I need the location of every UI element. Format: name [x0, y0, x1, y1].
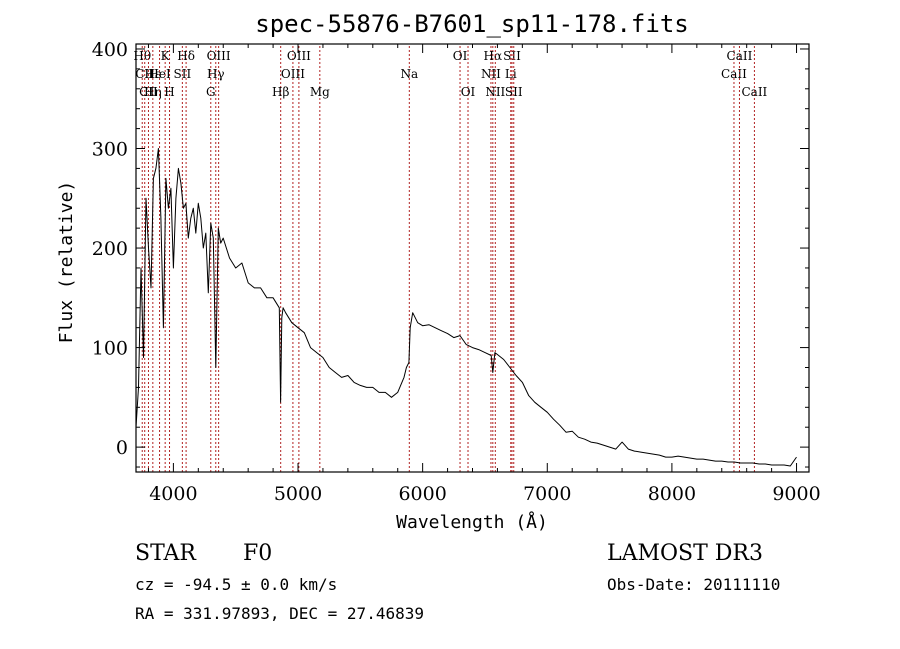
y-tick-label: 0 [116, 437, 128, 459]
x-axis-label: Wavelength (Å) [396, 511, 548, 533]
y-tick-label: 200 [92, 238, 128, 260]
spectral-line-label: Hη [144, 85, 162, 99]
y-tick-label: 100 [92, 338, 128, 360]
spectral-line-label: Hγ [207, 67, 225, 81]
series-flux-line [135, 148, 797, 467]
x-tick-label: 5000 [274, 483, 322, 505]
series-layer [135, 148, 797, 467]
observation-date: Obs-Date: 20111110 [607, 575, 780, 594]
object-subclass: F0 [243, 541, 272, 566]
x-tick-label: 6000 [398, 483, 446, 505]
spectral-line-label: G [206, 85, 216, 99]
x-tick-label: 7000 [523, 483, 571, 505]
axis-layer: 4000 5000 6000 7000 8000 9000 0 100 200 300 400 [92, 39, 821, 505]
spectral-line-label: Hθ [133, 49, 151, 63]
y-tick-label: 400 [92, 39, 128, 61]
line-marker-layer: HθCIICIIHεHηHeIKHSIIHδGHγOIIIHβOIIIOIIIM… [133, 46, 768, 472]
spectral-line-label: SII [503, 49, 521, 63]
spectral-line-label: H [164, 85, 174, 99]
spectral-line-label: OIII [281, 67, 305, 81]
spectral-line-label: OI [453, 49, 468, 63]
y-tick-label: 300 [92, 139, 128, 161]
spectral-line-label: Hα [484, 49, 503, 63]
object-class: STAR [135, 541, 197, 566]
x-tick-label: 4000 [149, 483, 197, 505]
redshift-readout: cz = -94.5 ± 0.0 km/s [135, 575, 337, 594]
spectral-line-label: Hδ [177, 49, 195, 63]
chart-title: spec-55876-B7601_sp11-178.fits [255, 10, 688, 38]
x-tick-label: 8000 [648, 483, 696, 505]
coordinates-readout: RA = 331.97893, DEC = 27.46839 [135, 604, 424, 623]
x-tick-label: 9000 [772, 483, 820, 505]
spectral-line-label: K [161, 49, 171, 63]
spectral-line-label: CII [135, 67, 154, 81]
spectral-line-label: SII [505, 85, 523, 99]
spectral-line-label: OI [461, 85, 476, 99]
plot-frame [135, 43, 810, 473]
spectral-line-label: Na [400, 67, 418, 81]
survey-name: LAMOST DR3 [607, 541, 763, 566]
spectral-line-label: CaII [741, 85, 767, 99]
y-axis-label: Flux (relative) [56, 181, 77, 344]
spectral-line-label: CaII [727, 49, 753, 63]
spectral-line-label: NII [485, 85, 505, 99]
spectral-line-label: Hε [144, 67, 161, 81]
spectral-line-label: Mg [310, 85, 330, 99]
spectral-line-label: OIII [207, 49, 231, 63]
spectral-line-label: SII [174, 67, 192, 81]
spectral-line-label: OIII [287, 49, 311, 63]
spectral-line-label: Hβ [272, 85, 289, 99]
spectral-line-label: NII [481, 67, 501, 81]
spectral-line-label: Li [505, 67, 517, 81]
spectral-line-label: HeI [148, 67, 171, 81]
spectral-line-label: CaII [721, 67, 747, 81]
